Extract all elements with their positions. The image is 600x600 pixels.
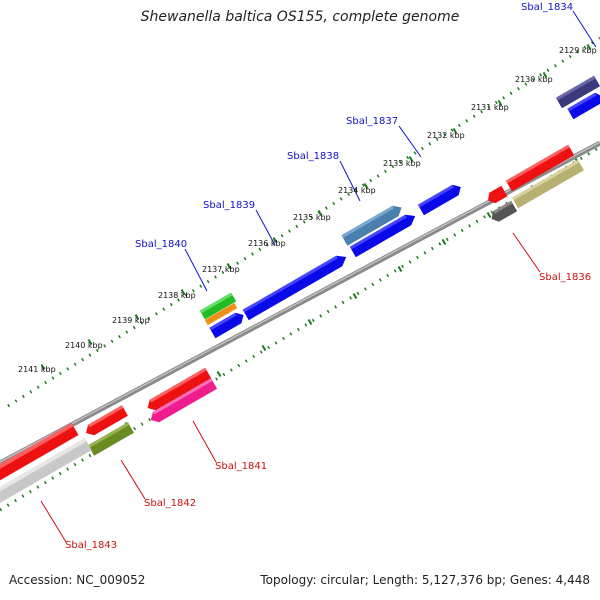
label-sbal-1841[interactable]: Sbal_1841 [215,461,267,472]
upper-major-tick-5 [363,182,369,190]
label-sbal-1834[interactable]: Sbal_1834 [521,2,573,13]
upper-major-tick-2 [497,99,503,107]
tick-label-2129: 2129 kbp [559,46,597,55]
leader-sbal-1839 [255,209,276,246]
lower-major-tick-6 [307,318,313,326]
upper-major-tick-7 [272,236,278,244]
gene-sbal-1843-red[interactable] [0,422,79,488]
tick-label-2136: 2136 kbp [248,239,286,248]
upper-major-tick-6 [317,209,323,217]
gene-labels: Sbal_1834 Sbal_1837 Sbal_1838 Sbal_1839 … [65,2,591,551]
gene-sbal-1839[interactable] [242,252,349,321]
gene-sbal-1835-red[interactable] [505,144,575,192]
tick-label-2137: 2137 kbp [202,265,240,274]
lower-major-tick-3 [441,238,447,246]
gene-sbal-1840-green[interactable] [199,292,237,320]
upper-major-tick-0 [586,43,592,51]
gene-sbal-1840-arrow[interactable] [209,310,246,339]
tick-label-2134: 2134 kbp [338,186,376,195]
tick-label-2139: 2139 kbp [112,316,150,325]
leader-sbal-1842 [120,459,146,500]
gene-sbal-1838-arrow-b[interactable] [349,211,418,258]
upper-major-tick-9 [180,288,186,296]
upper-major-tick-10 [134,313,140,321]
tick-label-2132: 2132 kbp [427,131,465,140]
lower-major-tick-4 [397,265,403,273]
genome-title: Shewanella baltica OS155, complete genom… [140,9,460,25]
gene-sbal-1837[interactable] [417,182,464,216]
gene-sbal-1841[interactable] [148,378,218,425]
upper-major-tick-1 [542,71,548,79]
label-sbal-1842[interactable]: Sbal_1842 [144,498,196,509]
tick-label-2140: 2140 kbp [65,341,103,350]
leader-sbal-1840 [184,248,208,292]
gene-sbal-1836[interactable] [512,159,584,209]
leader-sbal-1841 [192,420,217,463]
leader-sbal-1838 [339,160,361,202]
lower-major-tick-7 [261,344,267,352]
gene-sbal-1836-grey[interactable] [489,200,518,224]
tick-labels: 2129 kbp 2130 kbp 2131 kbp 2132 kbp 2133… [18,46,597,374]
lower-major-tick-8 [216,370,222,378]
genome-backbone-highlight [0,141,600,463]
leader-sbal-1837 [398,125,422,158]
label-sbal-1837[interactable]: Sbal_1837 [346,116,398,127]
gene-sbal-1836-red-small[interactable] [485,185,508,206]
upper-major-tick-8 [226,262,232,270]
gene-sbal-1842[interactable] [88,422,134,456]
lower-tick-row [0,145,600,512]
tick-label-2131: 2131 kbp [471,103,509,112]
upper-tick-row [7,36,600,408]
leader-sbal-1843 [40,500,67,543]
accession-text: Accession: NC_009052 [9,573,146,587]
genome-backbone [0,140,600,466]
lower-major-tick-2 [486,211,492,219]
gene-sbal-1834[interactable] [555,75,600,109]
label-sbal-1840[interactable]: Sbal_1840 [135,239,187,250]
tick-label-2135: 2135 kbp [293,213,331,222]
tick-label-2130: 2130 kbp [515,75,553,84]
gene-sbal-1842-red[interactable] [83,405,128,438]
gene-sbal-1834-arrow[interactable] [567,91,600,120]
upper-major-tick-11 [87,338,93,346]
upper-major-tick-3 [452,127,458,135]
leader-sbal-1836 [512,232,541,273]
genome-summary-text: Topology: circular; Length: 5,127,376 bp… [260,573,590,587]
gene-sbal-1843[interactable] [0,437,92,509]
label-sbal-1839[interactable]: Sbal_1839 [203,200,255,211]
leader-sbal-1834 [572,10,597,48]
label-sbal-1838[interactable]: Sbal_1838 [287,151,339,162]
upper-major-tick-4 [408,155,414,163]
tick-label-2133: 2133 kbp [383,159,421,168]
upper-major-tick-12 [40,363,46,371]
gene-sbal-1840-orange[interactable] [204,302,238,326]
tick-label-2141: 2141 kbp [18,365,56,374]
lower-major-tick-5 [352,292,358,300]
gene-sbal-1841-red[interactable] [145,367,212,413]
label-sbal-1843[interactable]: Sbal_1843 [65,540,117,551]
tick-label-2138: 2138 kbp [158,291,196,300]
gene-sbal-1838[interactable] [341,202,404,246]
label-sbal-1836[interactable]: Sbal_1836 [539,272,591,283]
